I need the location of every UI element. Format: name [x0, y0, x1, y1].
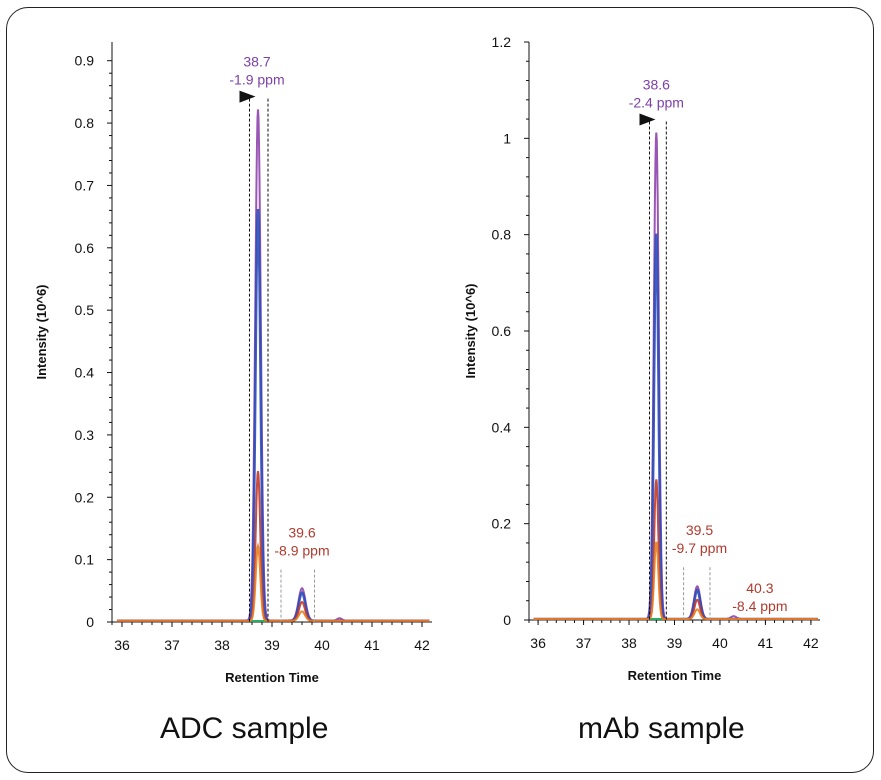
y-tick-label: 0.3	[75, 427, 95, 443]
x-tick-label: 41	[364, 637, 380, 653]
trace-line	[117, 542, 430, 622]
x-tick-label: 37	[576, 635, 592, 651]
peak-rt-label: 38.7	[243, 54, 270, 70]
x-tick-label: 40	[712, 635, 728, 651]
y-tick-label: 0.4	[75, 365, 95, 381]
peak-rt-label: 38.6	[643, 77, 670, 93]
y-tick-label: 1.2	[492, 34, 512, 50]
peak-marker-arrow	[639, 113, 656, 126]
y-tick-label: 0	[503, 612, 511, 628]
y-tick-label: 0.2	[492, 516, 512, 532]
y-tick-label: 0.8	[492, 227, 512, 243]
peak-rt-label: 40.3	[746, 580, 773, 596]
x-axis-label: Retention Time	[628, 668, 722, 683]
y-tick-label: 0.6	[492, 323, 512, 339]
x-tick-label: 36	[530, 635, 546, 651]
peak-ppm-label: -9.7 ppm	[672, 540, 727, 556]
y-tick-label: 0.1	[75, 552, 95, 568]
peak-ppm-label: -1.9 ppm	[229, 72, 284, 88]
trace-line	[533, 541, 818, 620]
y-tick-label: 0.9	[75, 53, 95, 69]
caption-mab-sample: mAb sample	[578, 712, 745, 745]
y-axis-label: Intensity (10^6)	[463, 283, 478, 378]
peak-ppm-label: -2.4 ppm	[629, 95, 684, 111]
x-tick-label: 36	[114, 637, 130, 653]
peak-marker-arrow	[239, 90, 256, 103]
x-tick-label: 42	[803, 635, 819, 651]
y-tick-label: 0.7	[75, 177, 95, 193]
x-tick-label: 38	[214, 637, 230, 653]
y-tick-label: 0.2	[75, 489, 95, 505]
trace-line	[533, 233, 818, 621]
peak-ppm-label: -8.9 ppm	[274, 543, 329, 559]
y-tick-label: 0.6	[75, 240, 95, 256]
y-axis-label: Intensity (10^6)	[34, 284, 49, 379]
peak-rt-label: 39.6	[288, 525, 315, 541]
y-tick-label: 1	[503, 130, 511, 146]
figure-frame	[6, 7, 874, 773]
y-tick-label: 0.4	[492, 419, 512, 435]
x-tick-label: 42	[414, 637, 430, 653]
peak-rt-label: 39.5	[686, 522, 713, 538]
x-axis-label: Retention Time	[225, 670, 319, 685]
x-tick-label: 38	[621, 635, 637, 651]
x-tick-label: 39	[264, 637, 280, 653]
x-tick-label: 37	[164, 637, 180, 653]
x-tick-label: 39	[667, 635, 683, 651]
x-tick-label: 41	[758, 635, 774, 651]
caption-adc-sample: ADC sample	[160, 712, 329, 745]
y-tick-label: 0	[86, 614, 94, 630]
y-tick-label: 0.8	[75, 115, 95, 131]
y-tick-label: 0.5	[75, 302, 95, 318]
peak-ppm-label: -8.4 ppm	[732, 598, 787, 614]
x-tick-label: 40	[314, 637, 330, 653]
